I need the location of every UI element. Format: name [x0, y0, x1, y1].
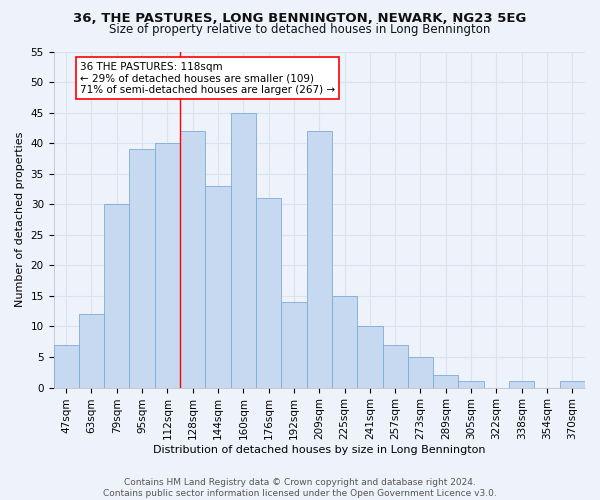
Bar — [281, 302, 307, 388]
Bar — [256, 198, 281, 388]
Bar — [130, 150, 155, 388]
Bar — [205, 186, 230, 388]
Bar — [180, 131, 205, 388]
Bar — [509, 382, 535, 388]
Bar — [230, 112, 256, 388]
Bar — [433, 376, 458, 388]
Bar — [560, 382, 585, 388]
Bar — [104, 204, 130, 388]
Y-axis label: Number of detached properties: Number of detached properties — [15, 132, 25, 307]
Bar — [458, 382, 484, 388]
Text: Size of property relative to detached houses in Long Bennington: Size of property relative to detached ho… — [109, 22, 491, 36]
X-axis label: Distribution of detached houses by size in Long Bennington: Distribution of detached houses by size … — [153, 445, 485, 455]
Bar — [408, 357, 433, 388]
Bar — [357, 326, 383, 388]
Bar — [155, 143, 180, 388]
Text: Contains HM Land Registry data © Crown copyright and database right 2024.
Contai: Contains HM Land Registry data © Crown c… — [103, 478, 497, 498]
Bar — [307, 131, 332, 388]
Bar — [79, 314, 104, 388]
Text: 36 THE PASTURES: 118sqm
← 29% of detached houses are smaller (109)
71% of semi-d: 36 THE PASTURES: 118sqm ← 29% of detache… — [80, 62, 335, 95]
Bar — [383, 345, 408, 388]
Bar — [53, 345, 79, 388]
Text: 36, THE PASTURES, LONG BENNINGTON, NEWARK, NG23 5EG: 36, THE PASTURES, LONG BENNINGTON, NEWAR… — [73, 12, 527, 26]
Bar — [332, 296, 357, 388]
